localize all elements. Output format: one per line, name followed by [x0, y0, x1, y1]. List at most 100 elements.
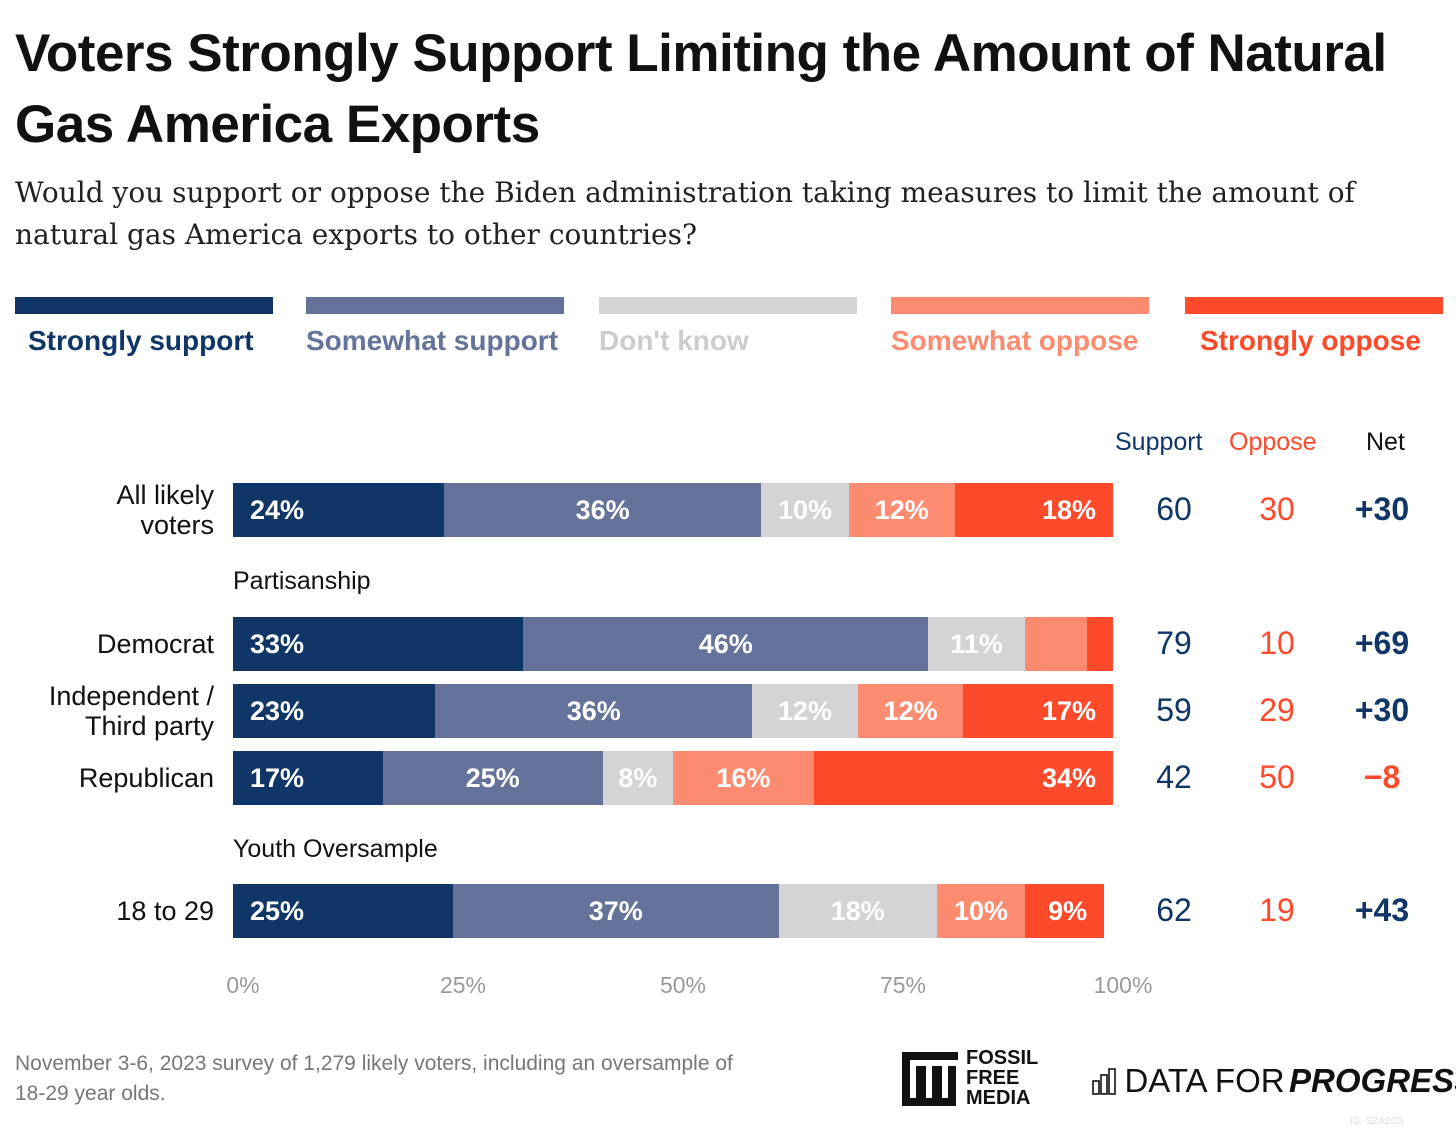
oppose-value: 50	[1259, 759, 1295, 795]
oppose-value: 30	[1259, 491, 1295, 527]
x-tick-label: 75%	[879, 972, 927, 998]
bar-segment-somewhat-oppose	[849, 483, 955, 537]
bar-segment-somewhat-oppose	[1025, 617, 1087, 671]
data-label: 36%	[575, 495, 630, 525]
data-label: 12%	[874, 495, 929, 525]
data-label: 8%	[618, 763, 658, 793]
net-value: +30	[1354, 491, 1410, 527]
row-label: Republican	[78, 763, 214, 793]
data-label: 17%	[250, 763, 305, 793]
chart-id: ID: SZX2C5	[1350, 1116, 1404, 1127]
section-label: Youth Oversample	[233, 835, 438, 863]
bar-chart-icon	[1092, 1068, 1116, 1095]
legend-item-somewhat-oppose: Somewhat oppose	[891, 297, 1149, 360]
x-tick-label: 100%	[1093, 972, 1153, 998]
row-label: 18 to 29	[116, 896, 214, 926]
support-value: 60	[1156, 491, 1192, 527]
legend-swatch	[1185, 297, 1443, 314]
data-for-text: DATA FOR	[1124, 1062, 1285, 1099]
data-for-progress-logo: DATA FOR PROGRESS	[1092, 1062, 1456, 1100]
header-support: Support	[1115, 428, 1203, 456]
data-label: 16%	[716, 763, 771, 793]
bar-segment-strongly-support	[233, 684, 436, 738]
support-value: 62	[1156, 892, 1192, 928]
bar-segment-strongly-oppose	[813, 751, 1113, 805]
legend-swatch	[15, 297, 273, 314]
legend-label: Somewhat support	[306, 325, 559, 356]
oppose-value: 10	[1259, 625, 1295, 661]
row-label: Democrat	[96, 629, 214, 659]
data-label: 10%	[777, 495, 833, 525]
bar-segment-strongly-oppose	[1086, 617, 1113, 671]
row-label: Independent / Third party	[48, 681, 214, 741]
legend-swatch	[891, 297, 1149, 314]
net-value: +30	[1354, 692, 1410, 728]
bar-segment-dont-know	[928, 617, 1025, 671]
legend-swatch	[599, 297, 857, 314]
data-label: 11%	[950, 629, 1003, 659]
data-label: 17%	[1041, 696, 1096, 726]
x-tick-label: 50%	[659, 972, 707, 998]
data-label: 12%	[777, 696, 832, 726]
header-oppose: Oppose	[1229, 428, 1317, 456]
oppose-value: 19	[1259, 892, 1295, 928]
data-label: 37%	[588, 896, 643, 926]
data-label: 10%	[953, 896, 1009, 926]
support-value: 59	[1156, 692, 1192, 728]
data-label: 46%	[698, 629, 753, 659]
legend-item-strongly-support: Strongly support	[15, 297, 273, 360]
legend-item-dont-know: Don't know	[599, 297, 857, 360]
net-value: +43	[1354, 892, 1410, 928]
fossil-free-media-icon	[902, 1052, 958, 1106]
section-label: Partisanship	[233, 567, 371, 595]
data-label: 18%	[830, 896, 885, 926]
row-label: All likely voters	[116, 480, 214, 540]
data-label: 24%	[250, 495, 305, 525]
bar-segment-strongly-oppose	[963, 684, 1113, 738]
data-label: 34%	[1041, 763, 1096, 793]
data-label: 9%	[1048, 896, 1088, 926]
legend-label: Strongly oppose	[1200, 325, 1421, 356]
chart-subtitle: Would you support or oppose the Biden ad…	[15, 176, 1355, 251]
chart-title: Voters Strongly Support Limiting the Amo…	[15, 24, 1387, 154]
legend-item-somewhat-support: Somewhat support	[306, 297, 564, 360]
bar-segment-somewhat-oppose	[673, 751, 814, 805]
legend-label: Strongly support	[28, 325, 254, 356]
net-value: +69	[1354, 625, 1410, 661]
progress-text: PROGRESS	[1289, 1062, 1456, 1099]
data-label: 33%	[250, 629, 305, 659]
footer-note: November 3-6, 2023 survey of 1,279 likel…	[15, 1052, 733, 1105]
data-label: 36%	[566, 696, 621, 726]
legend-label: Don't know	[599, 325, 749, 356]
data-label: 12%	[883, 696, 938, 726]
bar-segment-somewhat-oppose	[937, 884, 1025, 938]
x-tick-label: 0%	[226, 972, 260, 998]
bar-segment-somewhat-support	[523, 617, 929, 671]
bar-segment-somewhat-support	[444, 483, 761, 537]
bar-segment-dont-know	[752, 684, 858, 738]
bar-segment-strongly-support	[233, 751, 383, 805]
bar-segment-dont-know	[778, 884, 937, 938]
bar-segment-somewhat-support	[453, 884, 779, 938]
header-net: Net	[1366, 428, 1405, 456]
bar-segment-somewhat-oppose	[857, 684, 964, 738]
legend-item-strongly-oppose: Strongly oppose	[1185, 297, 1443, 360]
support-value: 79	[1156, 625, 1192, 661]
data-label: 18%	[1041, 495, 1096, 525]
legend-label: Somewhat oppose	[891, 325, 1139, 356]
x-tick-label: 25%	[439, 972, 487, 998]
bar-segment-strongly-support	[233, 483, 445, 537]
bar-segment-dont-know	[602, 751, 673, 805]
bar-segment-strongly-oppose	[1025, 884, 1105, 938]
legend-swatch	[306, 297, 564, 314]
data-label: 25%	[250, 896, 305, 926]
bar-segment-strongly-oppose	[954, 483, 1113, 537]
bar-segment-somewhat-support	[382, 751, 603, 805]
bar-segment-somewhat-support	[435, 684, 753, 738]
fossil-free-media-logo: FOSSIL FREE MEDIA	[900, 1048, 1038, 1113]
net-value: −8	[1363, 759, 1401, 795]
bar-segment-dont-know	[761, 483, 849, 537]
support-value: 42	[1156, 759, 1192, 795]
data-label: 23%	[250, 696, 305, 726]
